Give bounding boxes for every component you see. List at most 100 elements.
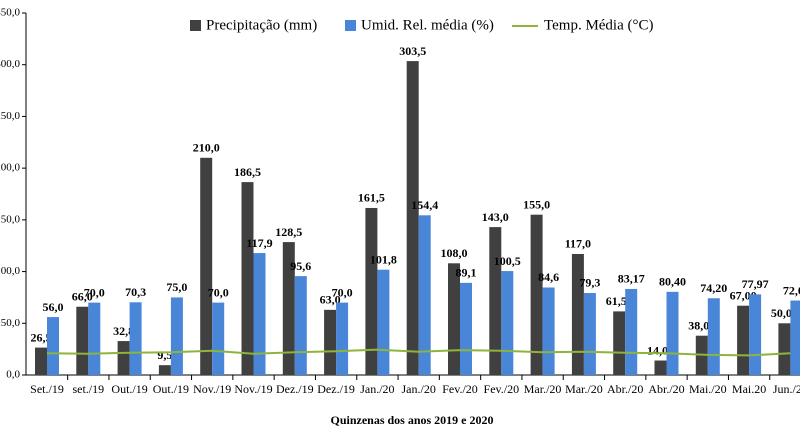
- x-tick-label: Mar./20: [524, 382, 562, 396]
- value-label: 210,0: [193, 141, 220, 155]
- bar: [241, 182, 254, 375]
- y-tick-label: 300,0: [0, 58, 21, 70]
- value-label: 9,5: [157, 348, 172, 362]
- bar: [253, 253, 266, 375]
- bar: [294, 276, 307, 375]
- bar: [88, 302, 101, 375]
- value-label: 117,9: [246, 236, 272, 250]
- value-label: 70,0: [332, 285, 353, 299]
- value-label: 32,8: [113, 324, 134, 338]
- bar: [129, 302, 142, 375]
- bar: [47, 317, 59, 375]
- legend-label: Temp. Média (°C): [544, 17, 654, 33]
- x-tick-label: Mai.20: [732, 382, 766, 396]
- x-tick-label: Fev./20: [484, 382, 520, 396]
- bar: [35, 347, 47, 375]
- bar: [583, 292, 596, 375]
- x-tick-label: Mar./20: [565, 382, 603, 396]
- bar: [282, 242, 295, 375]
- value-label: 79,3: [579, 276, 600, 290]
- x-tick-label: Abr./20: [607, 382, 643, 396]
- bar: [790, 300, 800, 375]
- value-label: 75,0: [166, 280, 187, 294]
- bar: [418, 215, 431, 375]
- value-label: 117,0: [565, 237, 591, 251]
- legend-swatch: [190, 20, 201, 31]
- bar: [654, 360, 667, 375]
- x-axis-title: Quinzenas dos anos 2019 e 2020: [330, 413, 493, 427]
- bar: [749, 294, 762, 375]
- value-label: 83,17: [618, 272, 645, 286]
- bar: [212, 302, 225, 375]
- y-tick-label: 200,0: [0, 162, 21, 174]
- x-tick-label: Jun./20: [773, 382, 800, 396]
- bar: [778, 323, 791, 375]
- x-tick-label: Mai./20: [689, 382, 727, 396]
- value-label: 128,5: [275, 225, 302, 239]
- bar: [460, 282, 472, 375]
- value-label: 161,5: [358, 191, 385, 205]
- x-tick-label: Jan./20: [402, 382, 436, 396]
- y-tick-label: 150,0: [0, 213, 21, 225]
- x-tick-label: Out./19: [111, 382, 147, 396]
- value-label: 154,4: [411, 198, 438, 212]
- bar: [542, 287, 555, 375]
- value-label: 95,6: [290, 259, 311, 273]
- value-label: 66,0: [72, 289, 93, 303]
- x-tick-label: Out./19: [153, 382, 189, 396]
- bar: [200, 157, 213, 375]
- bar: [365, 207, 378, 375]
- value-label: 101,8: [370, 252, 397, 266]
- value-label: 100,5: [494, 254, 521, 268]
- bar: [501, 271, 514, 375]
- legend-label: Precipitação (mm): [206, 17, 317, 33]
- value-label: 303,5: [399, 44, 426, 58]
- bar: [377, 269, 390, 375]
- x-tick-label: set./19: [72, 382, 104, 396]
- x-tick-label: Abr./20: [648, 382, 684, 396]
- x-tick-label: Jan./20: [360, 382, 394, 396]
- value-label: 77,97: [742, 277, 769, 291]
- bar: [336, 302, 349, 375]
- x-tick-label: Set./19: [30, 382, 64, 396]
- y-tick-label: 0,0: [6, 369, 20, 381]
- x-tick-label: Nov./19: [234, 382, 272, 396]
- bar: [613, 311, 626, 375]
- value-label: 155,0: [523, 197, 550, 211]
- x-tick-label: Nov./19: [193, 382, 231, 396]
- legend-label: Umid. Rel. média (%): [361, 17, 494, 33]
- y-tick-label: 50,0: [1, 317, 21, 329]
- bar: [406, 61, 419, 375]
- bar: [737, 305, 750, 375]
- value-label: 56,0: [43, 300, 64, 314]
- bar: [489, 227, 502, 375]
- value-label: 26,5: [31, 330, 52, 344]
- bar: [625, 288, 638, 375]
- value-label: 63,0: [320, 293, 341, 307]
- value-label: 70,0: [84, 285, 105, 299]
- line: [46, 348, 791, 357]
- value-label: 143,0: [482, 210, 509, 224]
- bar: [117, 341, 130, 375]
- value-label: 80,40: [659, 275, 686, 289]
- value-label: 74,20: [700, 281, 727, 295]
- bar: [170, 297, 183, 375]
- bar: [448, 263, 460, 375]
- value-label: 108,0: [441, 246, 468, 260]
- value-label: 89,1: [456, 266, 477, 280]
- y-tick-label: 250,0: [0, 110, 21, 122]
- value-label: 84,6: [538, 270, 559, 284]
- value-label: 186,5: [234, 165, 261, 179]
- y-tick-label: 350,0: [0, 7, 21, 19]
- x-tick-label: Dez./19: [276, 382, 314, 396]
- bar: [666, 291, 679, 375]
- bar: [530, 214, 543, 375]
- bar: [76, 306, 89, 375]
- value-label: 70,0: [208, 285, 229, 299]
- value-label: 72,00: [783, 283, 800, 297]
- bar: [571, 253, 584, 375]
- bar: [158, 365, 171, 375]
- x-tick-label: Dez./19: [317, 382, 355, 396]
- bar: [324, 309, 337, 375]
